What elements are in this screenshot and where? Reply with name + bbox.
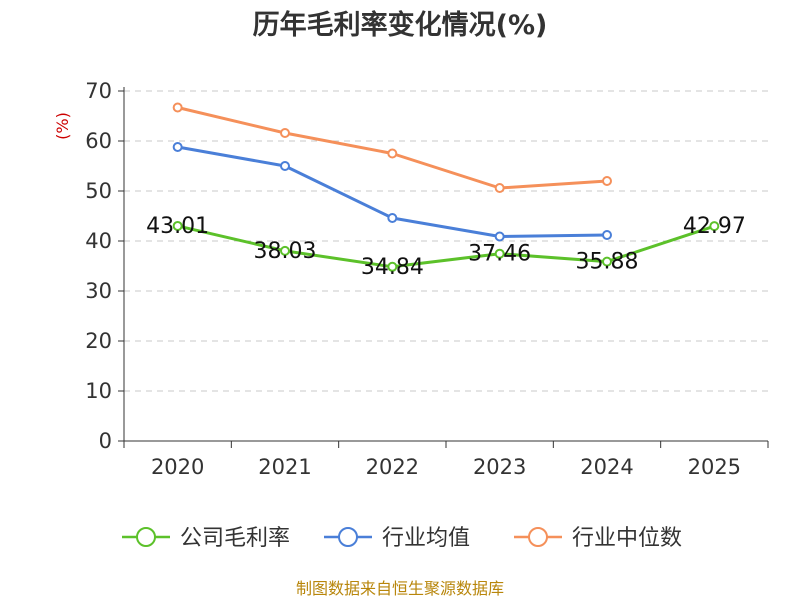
legend-marker-1 [338,527,358,547]
data-labels: 43.01 38.03 34.84 37.46 35.88 42.97 [146,214,746,280]
y-tick-label: 30 [85,279,112,303]
data-point [494,183,505,193]
y-axis-label: (%) [53,112,72,140]
x-tick-label: 2021 [258,455,311,479]
legend-marker-2 [528,527,548,547]
axes [118,87,769,448]
chart-title: 历年毛利率变化情况(%) [253,9,548,41]
data-point [172,220,183,231]
grid-lines [124,90,768,392]
source-note: 制图数据来自恒生聚源数据库 [296,579,504,598]
y-tick-labels: 0 10 20 30 40 50 60 70 [85,79,112,453]
data-point [172,142,183,152]
y-tick-label: 10 [85,379,112,403]
data-label: 34.84 [361,255,424,280]
series-line-1 [177,145,608,238]
series-group [172,102,720,272]
x-tick-labels: 2020 2021 2022 2023 2024 2025 [151,455,741,479]
x-tick-label: 2023 [473,455,526,479]
data-point [387,213,398,223]
y-tick-label: 20 [85,329,112,353]
x-tick-label: 2022 [366,455,419,479]
data-label: 43.01 [146,214,209,239]
y-tick-label: 50 [85,179,112,203]
legend-label-1: 行业均值 [382,526,470,551]
legend-marker-0 [136,527,156,547]
legend-label-2: 行业中位数 [572,526,682,551]
data-point [280,161,290,171]
data-point [280,128,290,138]
x-tick-label: 2024 [580,455,633,479]
data-point [602,230,612,240]
data-label: 38.03 [254,239,317,264]
x-tick-label: 2025 [688,455,741,479]
x-tick-label: 2020 [151,455,204,479]
data-point [280,245,290,256]
data-point [172,102,183,113]
data-point [494,231,505,242]
data-label: 42.97 [683,214,746,239]
series-line-2 [177,106,608,190]
y-tick-label: 40 [85,229,112,253]
data-point [709,221,720,232]
legend-label-0: 公司毛利率 [180,526,290,551]
series-line-0 [177,224,715,269]
y-tick-label: 70 [85,79,112,103]
legend: 公司毛利率 行业均值 行业中位数 [122,526,682,551]
data-point [387,261,398,272]
data-label: 35.88 [576,250,639,275]
data-label: 37.46 [468,242,531,267]
data-point [494,248,505,259]
data-point [387,148,398,159]
y-tick-label: 0 [99,429,112,453]
data-point [602,176,612,186]
y-tick-label: 60 [85,129,112,153]
data-point [602,256,612,267]
